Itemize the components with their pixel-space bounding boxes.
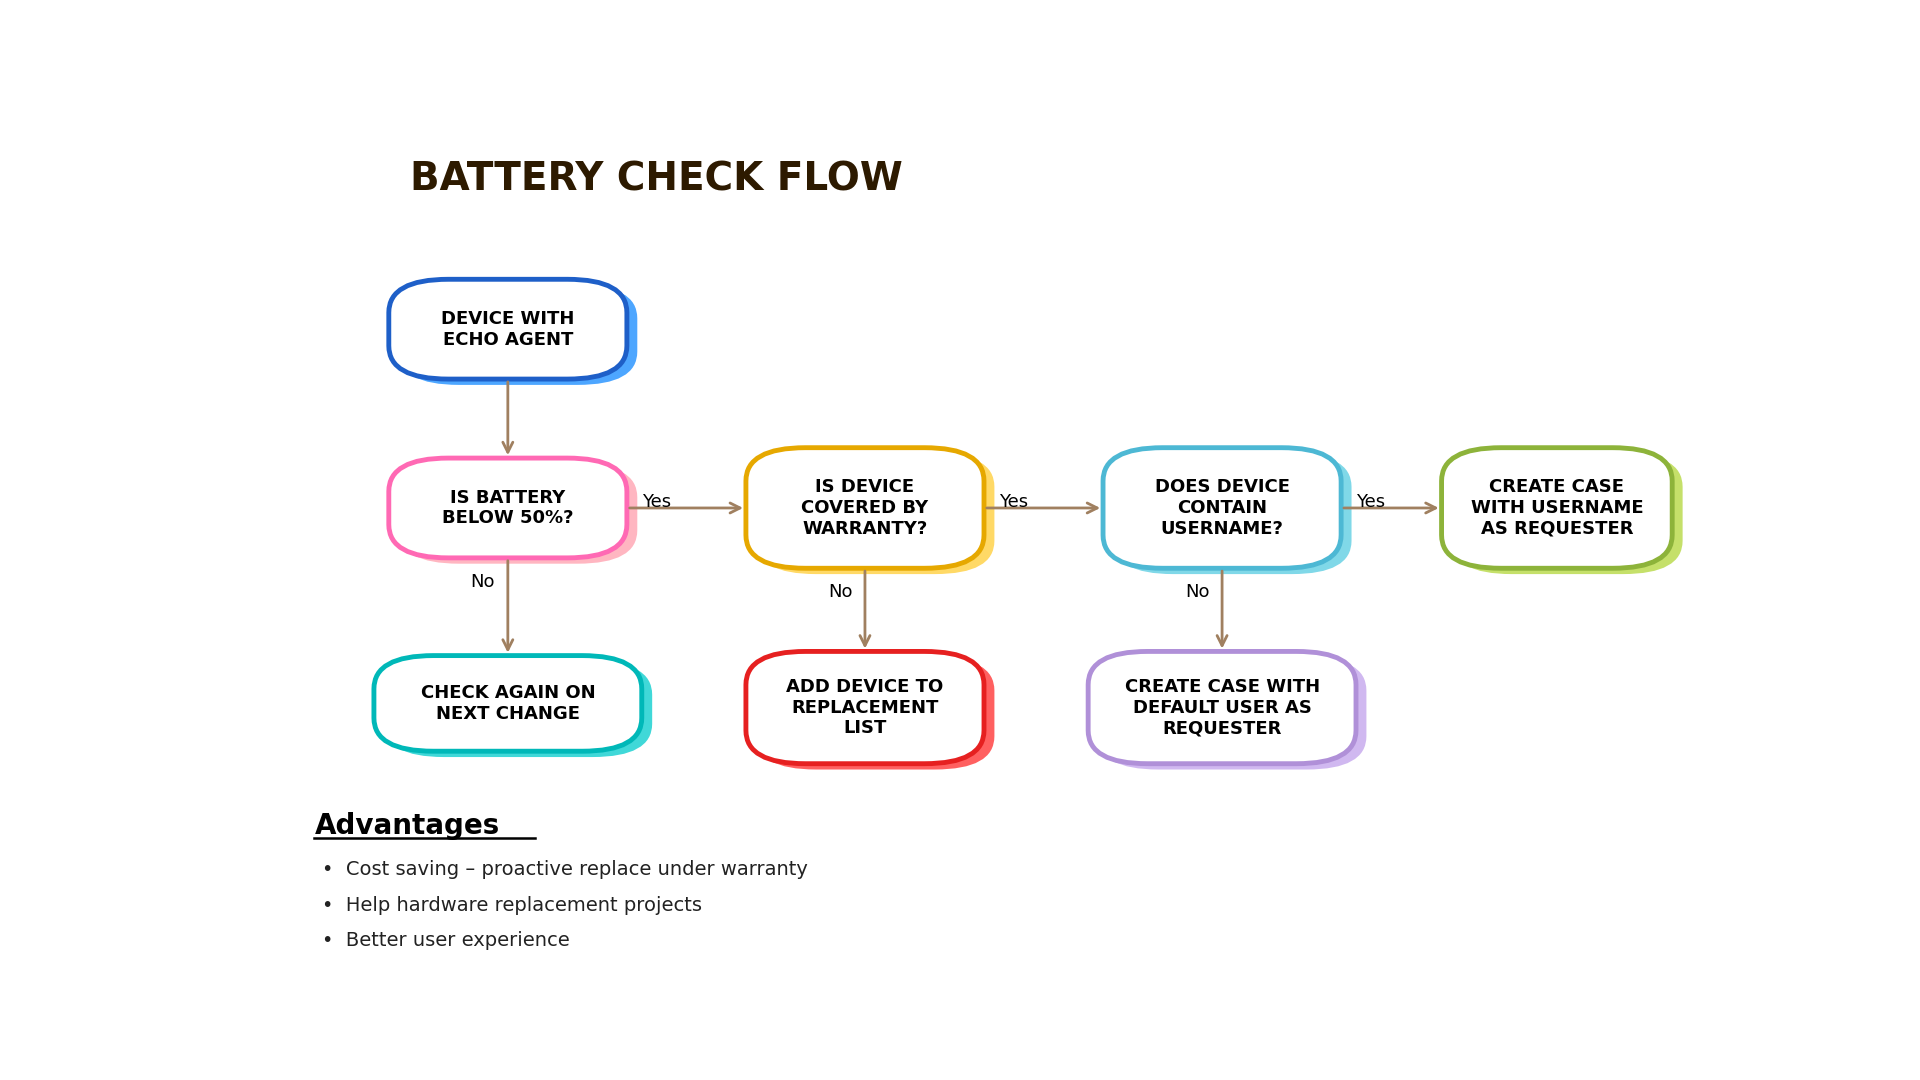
Text: No: No <box>1185 583 1210 602</box>
Text: Advantages: Advantages <box>315 811 499 839</box>
Text: DOES DEVICE
CONTAIN
USERNAME?: DOES DEVICE CONTAIN USERNAME? <box>1154 478 1290 538</box>
FancyBboxPatch shape <box>745 448 983 568</box>
Text: CHECK AGAIN ON
NEXT CHANGE: CHECK AGAIN ON NEXT CHANGE <box>420 684 595 723</box>
FancyBboxPatch shape <box>388 458 626 558</box>
FancyBboxPatch shape <box>756 658 995 770</box>
Text: CREATE CASE WITH
DEFAULT USER AS
REQUESTER: CREATE CASE WITH DEFAULT USER AS REQUEST… <box>1125 678 1319 738</box>
Text: •  Help hardware replacement projects: • Help hardware replacement projects <box>323 895 703 915</box>
Text: IS DEVICE
COVERED BY
WARRANTY?: IS DEVICE COVERED BY WARRANTY? <box>801 478 929 538</box>
Text: CREATE CASE
WITH USERNAME
AS REQUESTER: CREATE CASE WITH USERNAME AS REQUESTER <box>1471 478 1644 538</box>
Text: •  Cost saving – proactive replace under warranty: • Cost saving – proactive replace under … <box>323 860 808 879</box>
FancyBboxPatch shape <box>388 280 626 379</box>
FancyBboxPatch shape <box>756 454 995 575</box>
Text: No: No <box>828 583 852 602</box>
Text: No: No <box>470 572 495 591</box>
FancyBboxPatch shape <box>1452 454 1682 575</box>
Text: Yes: Yes <box>998 492 1027 511</box>
FancyBboxPatch shape <box>1102 448 1340 568</box>
Text: ADD DEVICE TO
REPLACEMENT
LIST: ADD DEVICE TO REPLACEMENT LIST <box>787 678 943 738</box>
Text: DEVICE WITH
ECHO AGENT: DEVICE WITH ECHO AGENT <box>442 310 574 349</box>
Text: IS BATTERY
BELOW 50%?: IS BATTERY BELOW 50%? <box>442 488 574 527</box>
FancyBboxPatch shape <box>374 656 641 752</box>
Text: BATTERY CHECK FLOW: BATTERY CHECK FLOW <box>411 161 902 199</box>
Text: •  Better user experience: • Better user experience <box>323 931 570 950</box>
Text: Yes: Yes <box>1356 492 1384 511</box>
Text: Yes: Yes <box>641 492 670 511</box>
FancyBboxPatch shape <box>384 661 653 757</box>
FancyBboxPatch shape <box>1089 651 1356 764</box>
FancyBboxPatch shape <box>1114 454 1352 575</box>
FancyBboxPatch shape <box>1442 448 1672 568</box>
FancyBboxPatch shape <box>399 464 637 564</box>
FancyBboxPatch shape <box>1098 658 1367 770</box>
FancyBboxPatch shape <box>399 285 637 384</box>
FancyBboxPatch shape <box>745 651 983 764</box>
